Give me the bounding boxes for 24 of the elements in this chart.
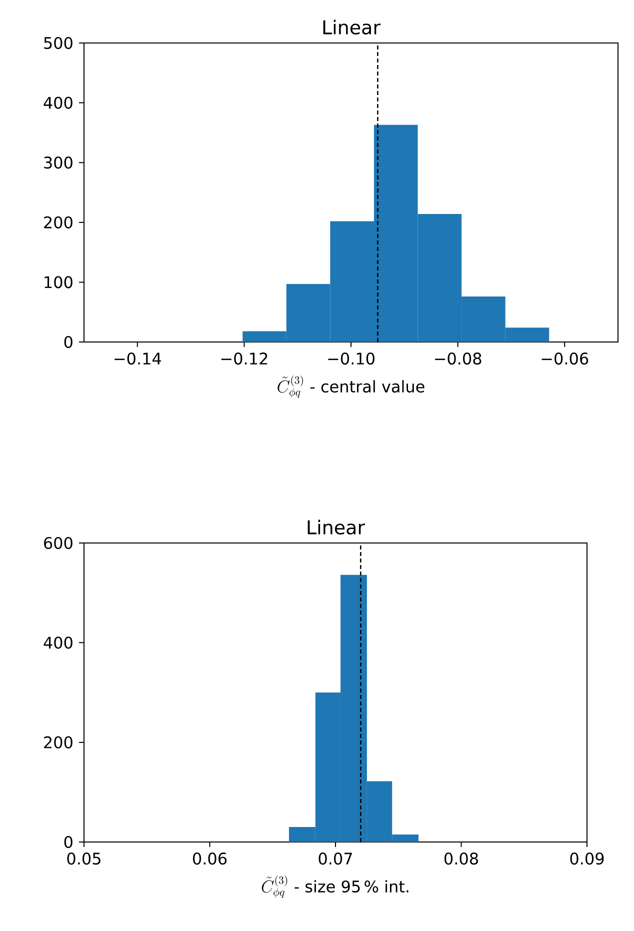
x-axis-title: $\tilde{C}^{(3)}_{\phi q}\mbox{ - central value}$ (278, 376, 424, 398)
chart-title: Linear (323, 20, 381, 34)
x-tick-label: 0.06 (193, 852, 227, 865)
y-tick-label: 300 (44, 156, 72, 169)
x-tick-label: −0.08 (434, 352, 482, 365)
x-tick-label: −0.14 (114, 352, 162, 365)
x-tick-label: −0.10 (328, 352, 374, 365)
y-tick-label: 0 (64, 336, 72, 348)
x-tick-label: 0.07 (318, 852, 352, 865)
x-tick-label: 0.05 (67, 852, 100, 865)
x-tick-label: −0.06 (542, 352, 588, 365)
y-tick-label: 600 (44, 536, 72, 550)
chart-title: Linear (308, 520, 366, 534)
x-tick-label: −0.12 (221, 352, 268, 365)
y-tick-label: 400 (44, 96, 72, 109)
y-tick-label: 200 (44, 736, 72, 748)
x-tick-label: 0.08 (444, 852, 478, 865)
y-tick-label: 400 (44, 636, 72, 649)
y-tick-label: 0 (64, 836, 72, 848)
y-tick-label: 100 (44, 276, 72, 288)
x-tick-label: 0.09 (570, 852, 604, 865)
y-tick-label: 500 (44, 36, 72, 50)
y-tick-label: 200 (44, 216, 72, 228)
x-axis-title: $\tilde{C}^{(3)}_{\phi q}\mbox{ - size 95\,\% int.}$ (262, 876, 408, 898)
